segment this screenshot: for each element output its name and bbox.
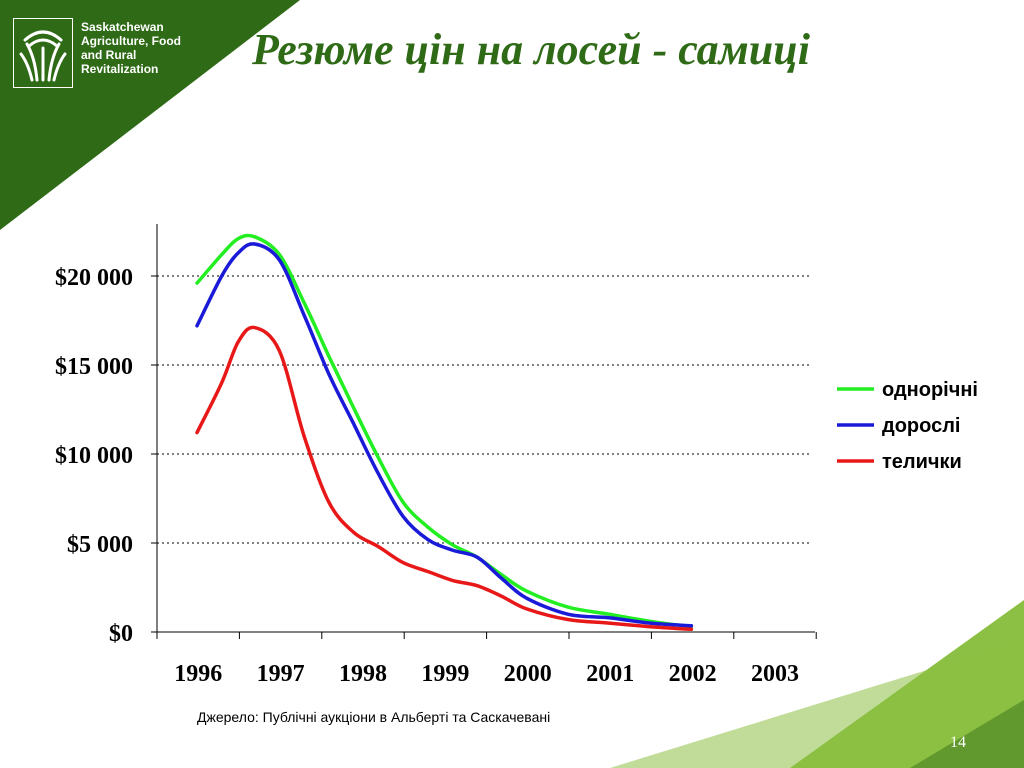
x-tick-label: 1998 xyxy=(339,661,387,687)
legend-label: однорічні xyxy=(882,379,978,401)
series-line xyxy=(195,325,694,632)
y-tick-label: $20 000 xyxy=(55,265,133,291)
x-tick-label: 1996 xyxy=(174,661,222,687)
x-tick-label: 1997 xyxy=(257,661,305,687)
y-tick-label: $10 000 xyxy=(55,443,133,469)
page-number: 14 xyxy=(950,734,966,751)
source-note: Джерело: Публічні аукціони в Альберті та… xyxy=(197,709,551,725)
x-tick-label: 2002 xyxy=(669,661,717,687)
x-tick-label: 2000 xyxy=(504,661,552,687)
organization-name: Saskatchewan Agriculture, Food and Rural… xyxy=(81,20,221,76)
bottom-band-fill xyxy=(610,640,1024,768)
y-tick-label: $15 000 xyxy=(55,354,133,380)
top-left-green-band xyxy=(0,0,300,230)
series-line xyxy=(195,233,694,629)
legend-label: дорослі xyxy=(882,415,960,437)
org-line: and Rural xyxy=(81,48,137,62)
wheat-sheaf-logo-icon xyxy=(13,18,73,88)
y-tick-label: $0 xyxy=(109,621,133,647)
y-tick-label: $5 000 xyxy=(67,532,133,558)
x-tick-label: 2003 xyxy=(751,661,799,687)
org-line: Saskatchewan xyxy=(81,20,164,34)
legend-label: телички xyxy=(882,451,962,473)
org-line: Agriculture, Food xyxy=(81,34,181,48)
page-title: Резюме цін на лосей - самиці xyxy=(252,25,810,74)
org-line: Revitalization xyxy=(81,62,159,76)
series-line xyxy=(195,242,694,628)
x-tick-label: 1999 xyxy=(421,661,469,687)
x-tick-label: 2001 xyxy=(586,661,634,687)
